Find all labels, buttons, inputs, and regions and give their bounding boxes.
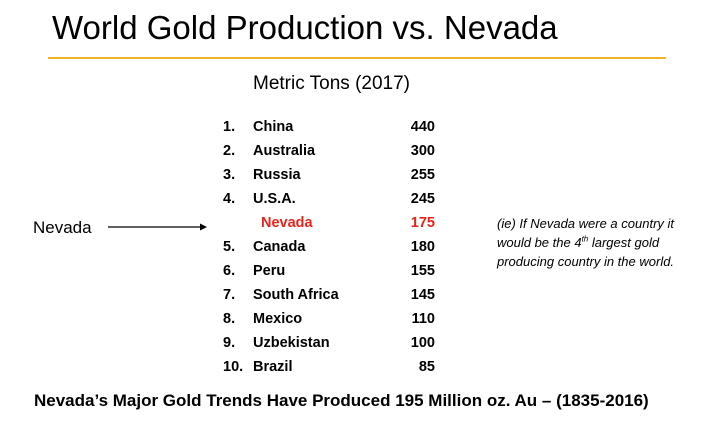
ranking-row: 3. Russia 255	[223, 163, 443, 187]
rank-number: 8.	[223, 311, 236, 327]
country-name: China	[253, 119, 294, 135]
country-name: Peru	[253, 263, 286, 279]
production-value: 440	[410, 119, 435, 135]
ranking-row: 6. Peru 155	[223, 259, 443, 283]
rank-number: 9.	[223, 335, 236, 351]
production-value-highlight: 175	[410, 215, 435, 231]
note-superscript: th	[581, 234, 589, 244]
production-ranking-table: 1. China 440 2. Australia 300 3. Russia …	[223, 115, 443, 379]
country-name: Canada	[253, 239, 306, 255]
arrow-right-icon	[108, 223, 207, 231]
ranking-row: 2. Australia 300	[223, 139, 443, 163]
country-name: Uzbekistan	[253, 335, 330, 351]
country-name: Russia	[253, 167, 301, 183]
ranking-row: 1. China 440	[223, 115, 443, 139]
rank-number: 3.	[223, 167, 236, 183]
production-value: 110	[411, 311, 435, 327]
ranking-row: 4. U.S.A. 245	[223, 187, 443, 211]
production-value: 300	[410, 143, 435, 159]
rank-number: 1.	[223, 119, 236, 135]
ranking-row-nevada: Nevada 175	[223, 211, 443, 235]
production-value: 100	[410, 335, 435, 351]
production-value: 145	[410, 287, 435, 303]
country-name: Australia	[253, 143, 316, 159]
production-value: 245	[410, 191, 435, 207]
nevada-comparison-note: (ie) If Nevada were a country it would b…	[497, 214, 677, 271]
ranking-row: 10. Brazil 85	[223, 355, 443, 379]
table-subtitle: Metric Tons (2017)	[253, 73, 410, 94]
production-value: 180	[410, 239, 435, 255]
ranking-row: 8. Mexico 110	[223, 307, 443, 331]
note-text-end: largest gold producing country in the wo…	[497, 235, 675, 269]
country-name: Mexico	[253, 311, 303, 327]
country-name: Brazil	[253, 359, 293, 375]
rank-number: 4.	[223, 191, 236, 207]
title-divider	[48, 57, 666, 59]
rank-number: 2.	[223, 143, 236, 159]
rank-number: 6.	[223, 263, 236, 279]
ranking-row: 5. Canada 180	[223, 235, 443, 259]
production-value: 155	[410, 263, 435, 279]
production-value: 255	[410, 167, 435, 183]
country-name: South Africa	[253, 287, 339, 303]
country-name-highlight: Nevada	[261, 215, 313, 231]
rank-number: 10.	[223, 359, 244, 375]
production-value: 85	[418, 359, 435, 375]
ranking-row: 7. South Africa 145	[223, 283, 443, 307]
nevada-label: Nevada	[33, 218, 92, 237]
note-text: (ie) If Nevada were a country it would b…	[497, 216, 675, 250]
slide-title: World Gold Production vs. Nevada	[52, 9, 558, 46]
ranking-row: 9. Uzbekistan 100	[223, 331, 443, 355]
rank-number: 5.	[223, 239, 236, 255]
country-name: U.S.A.	[253, 191, 296, 207]
rank-number: 7.	[223, 287, 236, 303]
footer-statement: Nevada’s Major Gold Trends Have Produced…	[34, 391, 649, 410]
